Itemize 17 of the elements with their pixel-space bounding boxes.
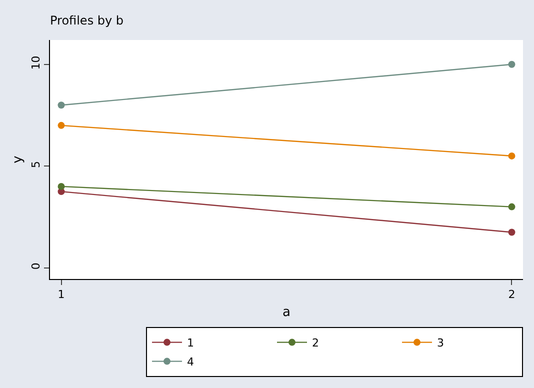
chart-title: Profiles by b [50, 13, 124, 28]
point [58, 102, 65, 109]
legend-label: 1 [187, 336, 194, 350]
y-tick-label: 5 [30, 160, 43, 168]
y-tick-label: 0 [30, 262, 43, 270]
legend-label: 2 [312, 336, 319, 350]
point [508, 228, 516, 236]
legend-label: 3 [437, 336, 444, 350]
point [508, 60, 516, 68]
point [58, 182, 65, 190]
point [508, 203, 516, 210]
x-axis-title: a [282, 304, 290, 320]
legend-label: 4 [187, 356, 194, 369]
point [58, 122, 65, 129]
y-axis-title: y [10, 155, 26, 164]
point [508, 152, 516, 160]
y-tick-label: 10 [30, 56, 43, 70]
